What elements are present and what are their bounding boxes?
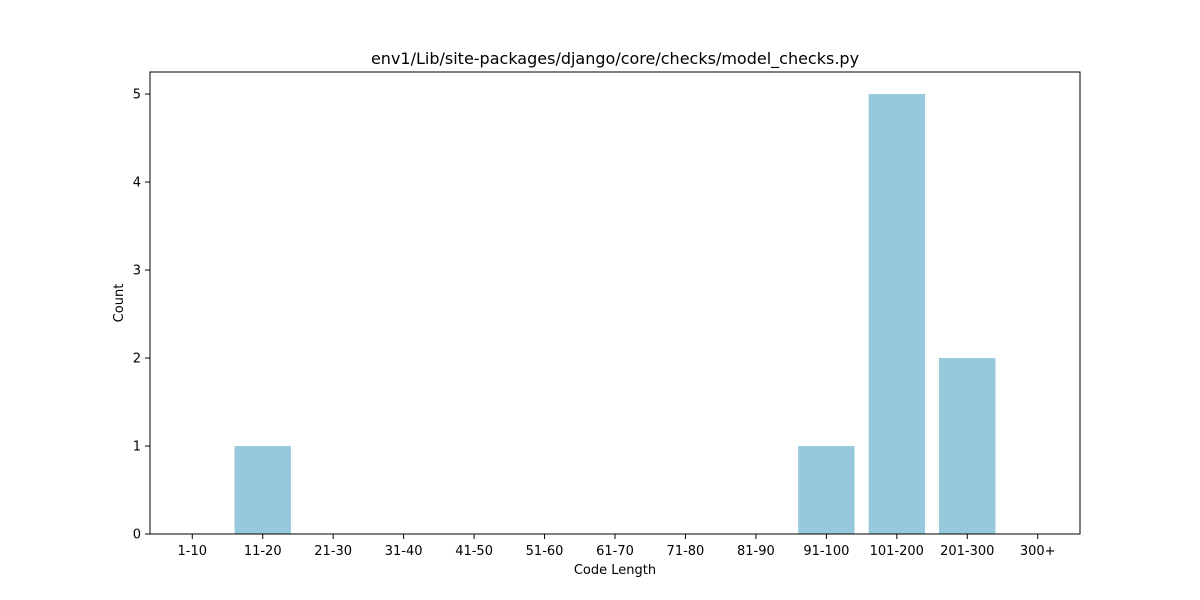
- x-tick-label: 81-90: [737, 544, 775, 559]
- bar-11-20: [234, 446, 291, 534]
- y-axis-label: Count: [112, 284, 127, 323]
- chart-title: env1/Lib/site-packages/django/core/check…: [371, 49, 859, 69]
- x-tick-label: 61-70: [596, 544, 634, 559]
- y-axis-ticks: 0 1 2 3 4 5: [133, 88, 150, 543]
- x-axis-label: Code Length: [574, 563, 656, 578]
- y-tick-label: 5: [133, 88, 141, 103]
- x-tick-label: 11-20: [244, 544, 282, 559]
- x-tick-label: 31-40: [385, 544, 423, 559]
- x-tick-label: 201-300: [940, 544, 994, 559]
- y-tick-label: 0: [133, 528, 141, 543]
- bar-101-200: [868, 94, 925, 534]
- x-tick-label: 51-60: [526, 544, 564, 559]
- y-tick-label: 4: [133, 176, 141, 191]
- x-tick-label: 21-30: [314, 544, 352, 559]
- bar-91-100: [798, 446, 855, 534]
- bar-201-300: [939, 358, 996, 534]
- y-tick-label: 1: [133, 440, 141, 455]
- x-axis-ticks: 1-10 11-20 21-30 31-40 41-50 51-60 61-70 71-80 8…: [178, 534, 1056, 559]
- y-tick-label: 3: [133, 264, 141, 279]
- x-tick-label: 41-50: [455, 544, 493, 559]
- x-tick-label: 71-80: [667, 544, 705, 559]
- x-tick-label: 1-10: [178, 544, 208, 559]
- x-tick-label: 300+: [1020, 544, 1056, 559]
- y-tick-label: 2: [133, 352, 141, 367]
- x-tick-label: 91-100: [803, 544, 849, 559]
- x-tick-label: 101-200: [870, 544, 924, 559]
- plot-frame: [149, 71, 1081, 535]
- bars-group: [234, 94, 996, 534]
